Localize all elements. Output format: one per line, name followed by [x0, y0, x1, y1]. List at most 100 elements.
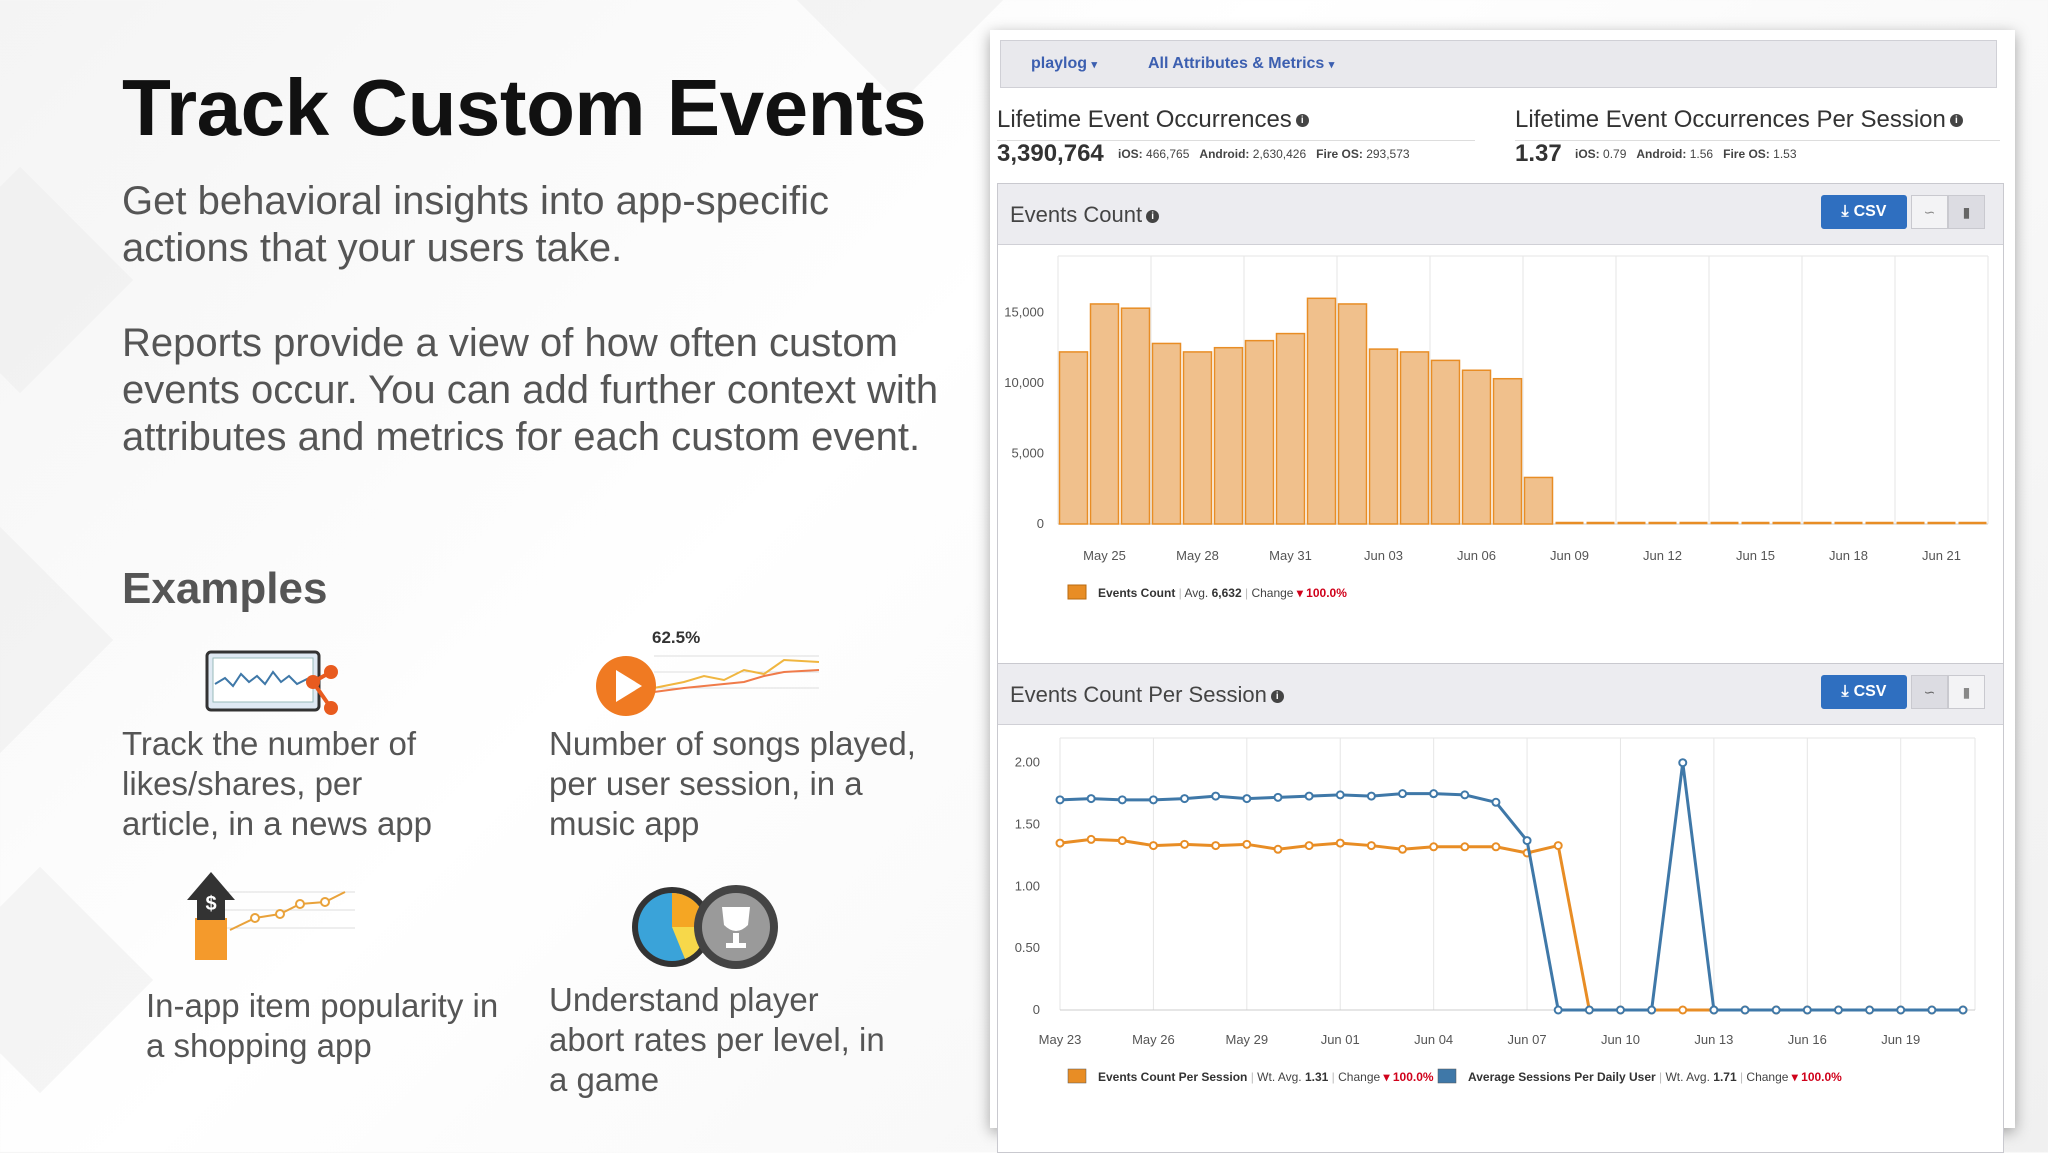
data-point [1429, 842, 1439, 852]
example-news-text: Track the number of likes/shares, per ar… [122, 725, 433, 842]
dollar-arrow-chart-icon: $ [187, 872, 355, 960]
x-tick-label: Jun 21 [1922, 548, 1961, 563]
csv-download-button[interactable]: ⤓ CSV [1821, 675, 1907, 709]
info-icon[interactable]: i [1146, 209, 1160, 223]
background-diamond [0, 166, 134, 394]
x-tick-label: May 29 [1226, 1032, 1269, 1047]
intro-paragraph: Get behavioral insights into app-specifi… [122, 179, 830, 270]
data-point [1304, 841, 1314, 851]
data-point [1117, 795, 1127, 805]
data-point [1335, 790, 1345, 800]
divider [997, 140, 1475, 141]
divider [1515, 140, 2000, 141]
data-point [1865, 1005, 1875, 1015]
legend-text: Events Count | Avg. 6,632 | Change ▾ 100… [1098, 586, 1347, 600]
x-tick-label: Jun 15 [1736, 548, 1775, 563]
analytics-panel: playlog ▾ All Attributes & Metrics ▾ Lif… [990, 30, 2015, 1153]
y-tick-label: 2.00 [1015, 755, 1040, 770]
data-point [1460, 790, 1470, 800]
events-per-session-chart-box: Events Count Per Session i ⤓ CSV ∽ ▮ 0 0.50… [997, 663, 2004, 1153]
data-point [1896, 1005, 1906, 1015]
bar [1151, 342, 1182, 525]
data-point [1553, 841, 1563, 851]
data-point [1055, 795, 1065, 805]
info-icon[interactable]: i [1295, 114, 1309, 128]
occurrences-per-session-title: Lifetime Event Occurrences Per Session i [1515, 106, 1963, 134]
lifetime-occurrences-title: Lifetime Event Occurrences i [997, 106, 1309, 134]
x-tick-label: Jun 10 [1601, 1032, 1640, 1047]
bar-chart-icon: ▮ [1962, 683, 1971, 700]
svg-text:$: $ [205, 893, 216, 915]
data-point [1366, 841, 1376, 851]
pie-trophy-icon [632, 885, 778, 969]
data-point [1180, 794, 1190, 804]
app-selector[interactable]: playlog ▾ [1031, 55, 1097, 72]
data-point [1740, 1005, 1750, 1015]
x-tick-label: May 23 [1039, 1032, 1082, 1047]
data-point [1398, 844, 1408, 854]
data-point [1522, 836, 1532, 846]
x-tick-label: May 26 [1132, 1032, 1175, 1047]
bar [1399, 351, 1430, 525]
x-tick-label: Jun 01 [1321, 1032, 1360, 1047]
example-shopping-text: In-app item popularity in a shopping app [146, 987, 499, 1064]
chart-title: Events Count i [1010, 202, 1160, 228]
bar-chart-toggle[interactable]: ▮ [1948, 675, 1985, 709]
data-point [1958, 1005, 1968, 1015]
data-point [1678, 758, 1688, 768]
x-tick-label: Jun 09 [1550, 548, 1589, 563]
bar [1182, 351, 1213, 525]
legend-swatch [1067, 584, 1087, 600]
examples-heading: Examples [122, 564, 328, 613]
occurrences-per-session-value: 1.37 [1515, 140, 1562, 167]
data-point [1709, 1005, 1719, 1015]
data-point [1491, 797, 1501, 807]
bar-chart-toggle[interactable]: ▮ [1948, 195, 1985, 229]
x-tick-label: Jun 13 [1694, 1032, 1733, 1047]
data-point [1211, 841, 1221, 851]
line-chart-toggle[interactable]: ∽ [1911, 675, 1948, 709]
data-point [1148, 795, 1158, 805]
data-point [1647, 1005, 1657, 1015]
attributes-metrics-selector[interactable]: All Attributes & Metrics ▾ [1148, 55, 1335, 72]
data-point [1366, 791, 1376, 801]
x-tick-label: Jun 16 [1788, 1032, 1827, 1047]
example-music-text: Number of songs played, per user session… [549, 725, 916, 842]
data-point [1398, 789, 1408, 799]
csv-download-button[interactable]: ⤓ CSV [1821, 195, 1907, 229]
download-icon: ⤓ [1841, 683, 1849, 700]
download-icon: ⤓ [1841, 203, 1849, 220]
y-tick-label: 0 [1033, 1002, 1040, 1017]
data-point [1055, 838, 1065, 848]
data-point [1429, 789, 1439, 799]
data-point [1460, 842, 1470, 852]
series-avg-sessions-line [1059, 762, 1963, 1012]
legend-text: Events Count Per Session | Wt. Avg. 1.31… [1098, 1070, 1434, 1084]
bar-chart-icon: ▮ [1962, 203, 1971, 220]
data-point [1615, 1005, 1625, 1015]
background-diamond [0, 866, 154, 1094]
data-point [1802, 1005, 1812, 1015]
x-tick-label: Jun 18 [1829, 548, 1868, 563]
chart-title: Events Count Per Session i [1010, 682, 1284, 708]
data-point [1335, 838, 1345, 848]
legend-swatch [1067, 1068, 1087, 1084]
x-tick-label: Jun 04 [1414, 1032, 1453, 1047]
info-icon[interactable]: i [1270, 689, 1284, 703]
data-point [1304, 791, 1314, 801]
example-game-text: Understand player abort rates per level,… [549, 981, 885, 1098]
events-per-session-chart: 0 0.50 1.00 1.50 2.00 May 23 May 26 May 29 Jun 0… [1015, 737, 1976, 1084]
news-chart-share-icon [205, 650, 338, 715]
background-diamond [0, 526, 114, 754]
report-nav-bar: playlog ▾ All Attributes & Metrics ▾ [1000, 40, 1997, 88]
line-chart-toggle[interactable]: ∽ [1911, 195, 1948, 229]
x-tick-label: Jun 19 [1881, 1032, 1920, 1047]
bar [1244, 339, 1275, 525]
events-count-chart-box: Events Count i ⤓ CSV ∽ ▮ 0 5,000 10,000 15,00… [997, 183, 2004, 671]
bar [1213, 346, 1244, 525]
info-icon[interactable]: i [1949, 114, 1963, 128]
reports-paragraph: Reports provide a view of how often cust… [122, 321, 939, 459]
chart-header: Events Count Per Session i ⤓ CSV ∽ ▮ [998, 664, 2003, 725]
data-point [1584, 1005, 1594, 1015]
bar [1089, 303, 1120, 525]
